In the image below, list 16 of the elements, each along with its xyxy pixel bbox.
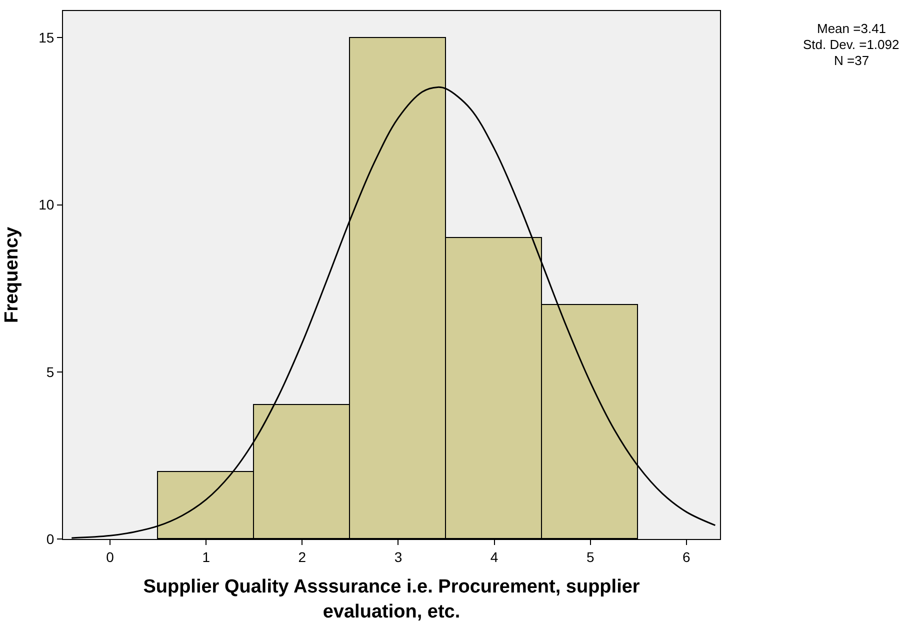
x-tick-label: 0	[106, 548, 114, 565]
y-axis-title: Frequency	[1, 226, 22, 324]
y-tick-label: 15	[38, 30, 54, 46]
y-tick-label: 10	[38, 196, 54, 213]
text: Std. Dev. =1.092	[803, 37, 900, 52]
x-tick-label: 4	[490, 548, 498, 565]
y-tick-label: 0	[46, 530, 54, 547]
x-tick-label: 6	[682, 548, 690, 565]
x-axis-title: Supplier Quality Asssurance i.e. Procurement, supplier evaluation, etc.	[143, 576, 640, 622]
text: N =37	[834, 53, 870, 68]
x-tick-label: 1	[202, 548, 210, 565]
x-tick-label: 5	[586, 548, 594, 565]
y-tick-label: 5	[46, 364, 54, 380]
x-tick-label: 3	[394, 548, 402, 565]
text: Mean =3.41	[817, 21, 886, 36]
x-tick-label: 2	[298, 548, 306, 565]
